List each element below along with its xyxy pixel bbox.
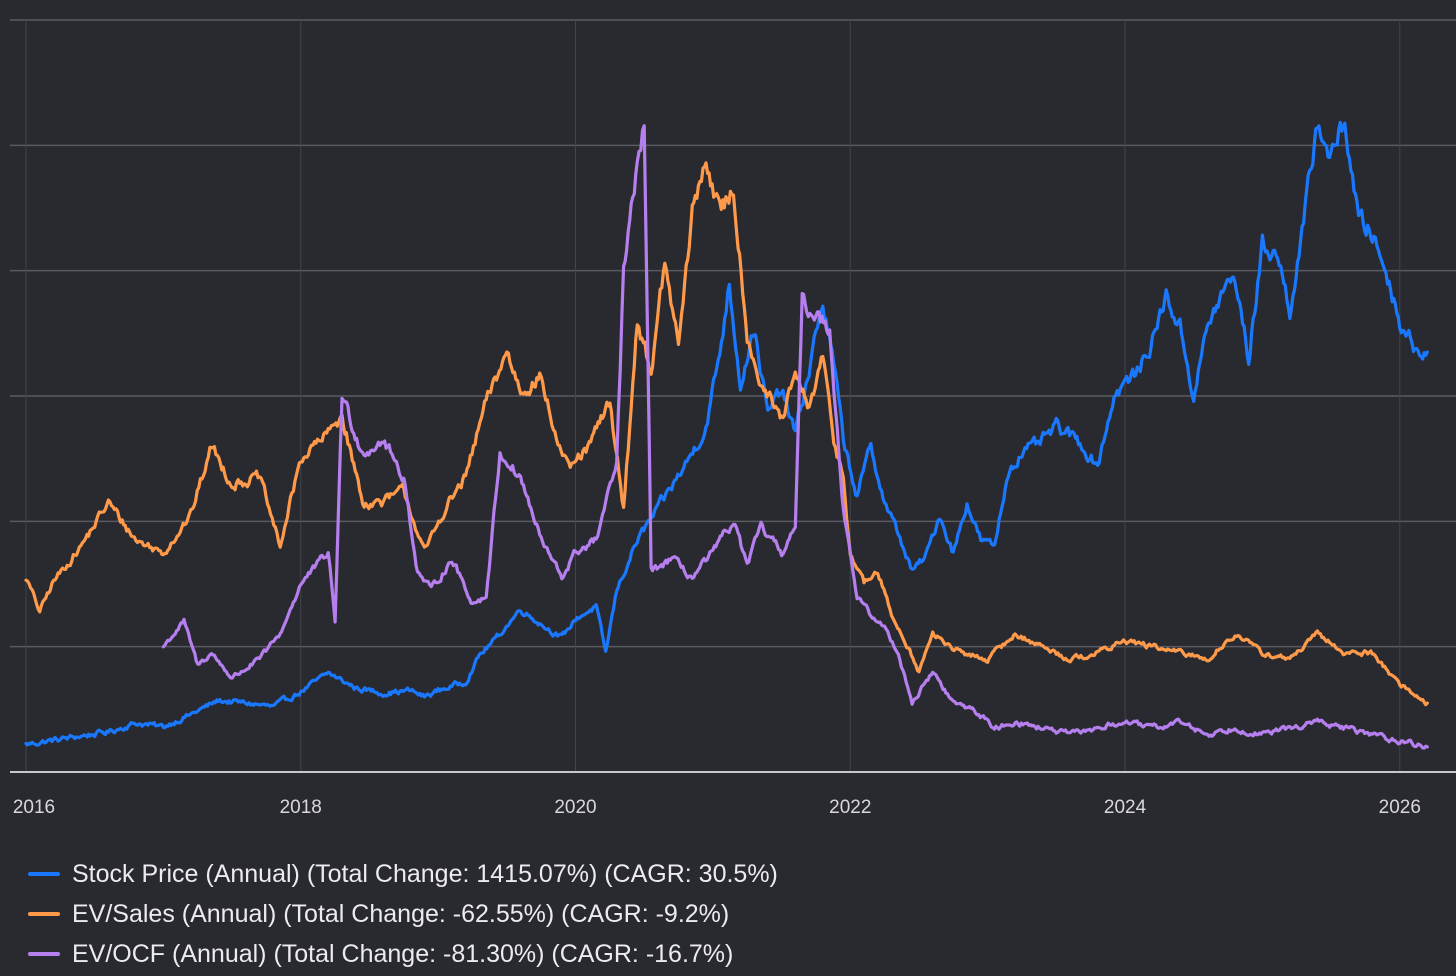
line-chart: 2016 2018 2020 2022 2024 2026: [10, 19, 1456, 818]
legend-item[interactable]: Stock Price (Annual) (Total Change: 1415…: [28, 854, 778, 894]
x-tick-label: 2026: [1379, 797, 1421, 818]
legend-swatch: [28, 952, 60, 956]
x-tick-label: 2016: [13, 797, 55, 818]
legend-label: EV/Sales (Annual) (Total Change: -62.55%…: [72, 899, 730, 928]
series-line-1: [24, 161, 1429, 707]
legend-label: EV/OCF (Annual) (Total Change: -81.30%) …: [72, 939, 734, 968]
x-tick-label: 2024: [1104, 797, 1147, 818]
legend-item[interactable]: EV/OCF (Annual) (Total Change: -81.30%) …: [28, 934, 778, 974]
x-axis: 2016 2018 2020 2022 2024 2026: [10, 771, 1456, 818]
legend: Stock Price (Annual) (Total Change: 1415…: [28, 854, 778, 974]
legend-swatch: [28, 912, 60, 916]
series-lines: [24, 120, 1429, 750]
legend-item[interactable]: EV/Sales (Annual) (Total Change: -62.55%…: [28, 894, 778, 934]
x-tick-label: 2020: [554, 797, 596, 818]
gridlines: [10, 19, 1456, 772]
legend-swatch: [28, 872, 60, 876]
x-tick-label: 2018: [280, 797, 322, 818]
x-tick-label: 2022: [829, 797, 871, 818]
series-line-0: [24, 120, 1429, 747]
legend-label: Stock Price (Annual) (Total Change: 1415…: [72, 859, 778, 888]
series-line-2: [161, 124, 1429, 750]
